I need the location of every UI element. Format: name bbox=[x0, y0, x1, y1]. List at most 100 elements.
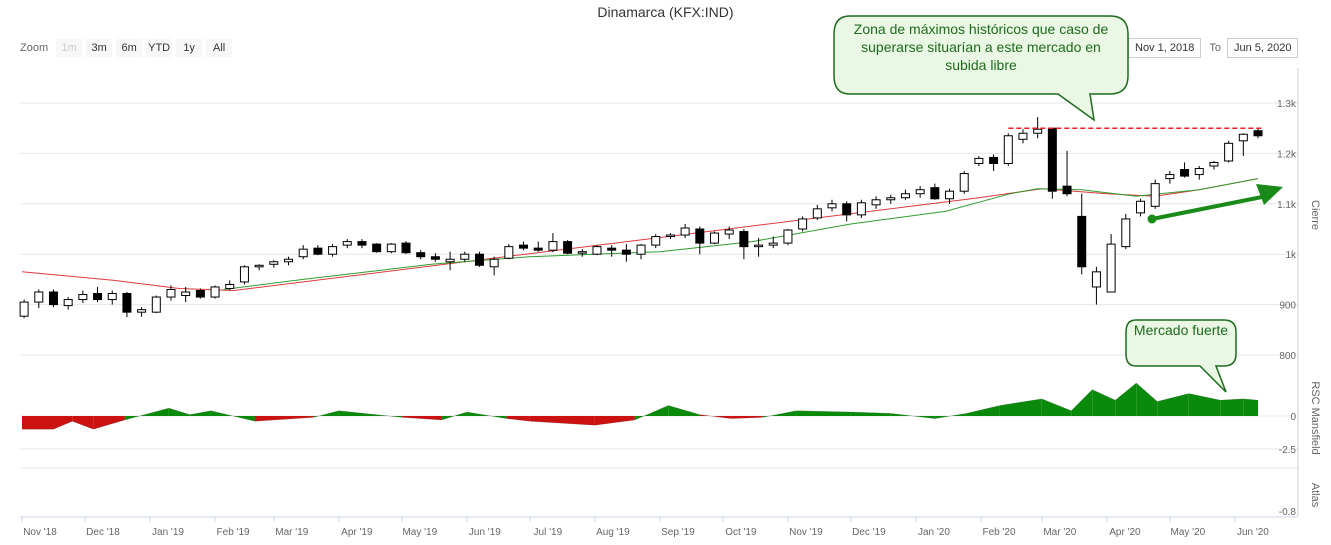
callout-top-bubble bbox=[833, 15, 1129, 122]
candle-body bbox=[386, 243, 396, 253]
x-tick-label: Aug '19 bbox=[596, 527, 630, 538]
zoom-toolbar: Zoom 1m 3m 6m YTD 1y All bbox=[20, 39, 233, 57]
x-tick-label: Jan '20 bbox=[918, 527, 950, 538]
candle-body bbox=[680, 227, 690, 236]
rsc-segment bbox=[1071, 389, 1093, 416]
candle-body bbox=[621, 249, 631, 255]
rsc-segment bbox=[668, 405, 700, 416]
zoom-label: Zoom bbox=[20, 42, 49, 54]
rsc-segment bbox=[1188, 393, 1221, 416]
zoom-1m-button[interactable]: 1m bbox=[56, 39, 83, 57]
ma-slow-line bbox=[223, 178, 1259, 290]
rsc-segment bbox=[124, 408, 169, 420]
zoom-3m-button[interactable]: 3m bbox=[86, 39, 113, 57]
candle-body bbox=[195, 289, 205, 298]
candle-body bbox=[372, 243, 382, 253]
zoom-6m-button[interactable]: 6m bbox=[116, 39, 143, 57]
candle-body bbox=[1194, 168, 1204, 176]
candle-body bbox=[137, 309, 147, 313]
x-tick-label: Mar '20 bbox=[1043, 527, 1076, 538]
candle-body bbox=[254, 264, 264, 268]
callout-bottom-text: Mercado fuerte bbox=[1133, 322, 1229, 338]
x-tick-label: Dec '18 bbox=[86, 527, 120, 538]
candle-body bbox=[430, 256, 440, 260]
candle-body bbox=[313, 247, 323, 255]
atlas-axis-title: Atlas bbox=[1309, 483, 1321, 508]
rsc-segment bbox=[796, 410, 851, 416]
candle-body bbox=[798, 218, 808, 230]
price-axis-title: Cierre bbox=[1309, 200, 1321, 230]
rsc-segment bbox=[189, 410, 211, 416]
trend-arrow-dot bbox=[1147, 214, 1157, 224]
ma-fast-line bbox=[21, 178, 1259, 292]
candle-body bbox=[930, 187, 940, 200]
rsc-mansfield-panel bbox=[22, 382, 1259, 430]
candle-body bbox=[1033, 128, 1043, 134]
rsc-segment bbox=[210, 410, 255, 422]
x-tick-label: Jun '20 bbox=[1237, 527, 1269, 538]
chart-title: Dinamarca (KFX:IND) bbox=[597, 4, 734, 20]
candle-body bbox=[474, 253, 484, 266]
candle-body bbox=[416, 252, 426, 258]
rsc-segment bbox=[890, 413, 935, 419]
trend-arrow-shaft bbox=[1151, 195, 1263, 221]
candle-body bbox=[328, 246, 338, 255]
x-tick-label: Jun '19 bbox=[469, 527, 501, 538]
rsc-segment bbox=[1243, 398, 1258, 416]
rsc-segment bbox=[1220, 398, 1244, 416]
x-tick-label: Nov '19 bbox=[789, 527, 823, 538]
candle-body bbox=[989, 156, 999, 164]
candle-body bbox=[548, 241, 558, 251]
candle-body bbox=[900, 193, 910, 199]
candle-body bbox=[1077, 215, 1087, 268]
candle-body bbox=[636, 244, 646, 255]
x-tick-label: Mar '19 bbox=[275, 527, 308, 538]
zoom-1y-button[interactable]: 1y bbox=[176, 39, 203, 57]
rsc-segment bbox=[401, 416, 442, 420]
candle-body bbox=[1106, 243, 1116, 293]
to-date-input[interactable]: Jun 5, 2020 bbox=[1226, 38, 1299, 58]
candle-body bbox=[93, 293, 103, 301]
candle-body bbox=[519, 244, 529, 249]
x-tick-label: Sep '19 bbox=[661, 527, 695, 538]
candle-body bbox=[34, 291, 44, 303]
candle-body bbox=[768, 242, 778, 246]
rsc-segment bbox=[850, 412, 891, 416]
candle-body bbox=[959, 173, 969, 192]
candle-body bbox=[812, 208, 822, 219]
candle-body bbox=[1091, 271, 1101, 288]
grid-lines bbox=[20, 68, 1299, 516]
rsc-segment bbox=[634, 405, 669, 420]
candle-body bbox=[181, 291, 191, 297]
x-tick-label: May '20 bbox=[1171, 527, 1206, 538]
candle-body bbox=[1224, 142, 1234, 162]
candle-body bbox=[460, 253, 470, 260]
rsc-segment bbox=[93, 416, 125, 430]
zoom-ytd-button[interactable]: YTD bbox=[146, 39, 173, 57]
x-tick-label: Oct '19 bbox=[725, 527, 757, 538]
candle-body bbox=[1047, 127, 1057, 192]
candle-body bbox=[945, 190, 955, 200]
candle-body bbox=[225, 283, 235, 289]
rsc-segment bbox=[313, 410, 339, 418]
candle-body bbox=[401, 242, 411, 254]
zoom-all-button[interactable]: All bbox=[206, 39, 233, 57]
candle-body bbox=[577, 251, 587, 254]
candle-body bbox=[592, 246, 602, 255]
x-tick-label: Apr '19 bbox=[341, 527, 373, 538]
candle-body bbox=[48, 291, 58, 306]
price-tick-label: 1k bbox=[1285, 250, 1297, 261]
rsc-segment bbox=[934, 413, 967, 419]
rsc-segment bbox=[338, 410, 402, 418]
candle-body bbox=[871, 199, 881, 206]
rsc-tick-label: 0 bbox=[1290, 412, 1296, 423]
x-axis: Nov '18 Dec '18 Jan '19 Feb '19 Mar '19 Apr '… bbox=[20, 516, 1298, 538]
candlestick-series bbox=[19, 117, 1263, 319]
candle-body bbox=[607, 247, 617, 251]
candle-body bbox=[504, 246, 514, 259]
candle-body bbox=[122, 293, 132, 313]
candle-body bbox=[78, 294, 88, 301]
candle-body bbox=[974, 157, 984, 164]
rsc-segment bbox=[441, 412, 467, 420]
